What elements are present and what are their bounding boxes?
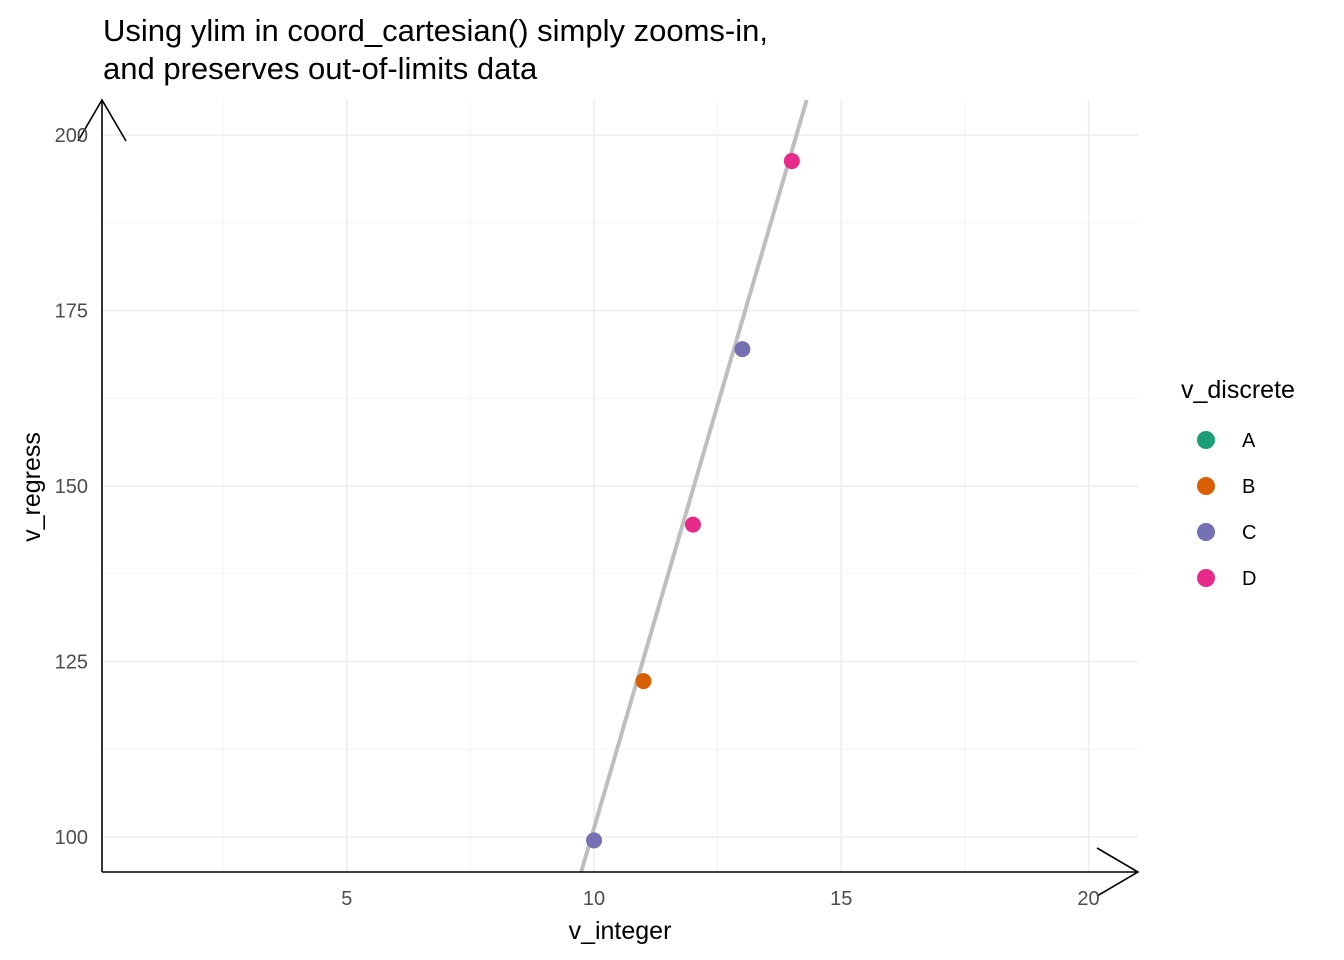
legend: v_discrete A B C D <box>1181 376 1295 590</box>
y-tick-label-150: 150 <box>55 476 88 498</box>
chart-title: Using ylim in coord_cartesian() simply z… <box>103 13 768 86</box>
y-tick-label-100: 100 <box>55 827 88 849</box>
grid <box>102 100 1138 872</box>
y-tick-label-175: 175 <box>55 301 88 323</box>
x-tick-label-15: 15 <box>830 888 852 910</box>
point-0 <box>586 832 603 849</box>
point-2 <box>684 516 701 533</box>
chart-title-line-1: Using ylim in coord_cartesian() simply z… <box>103 13 768 48</box>
y-axis-title: v_regress <box>18 432 46 542</box>
points-layer <box>586 153 800 849</box>
legend-key-C <box>1197 523 1215 541</box>
point-3 <box>734 341 751 358</box>
x-axis-title: v_integer <box>569 917 672 945</box>
x-tick-label-10: 10 <box>583 888 605 910</box>
y-axis-arrowhead <box>77 98 127 142</box>
legend-key-A <box>1197 431 1215 449</box>
legend-label-D: D <box>1242 568 1256 590</box>
legend-title: v_discrete <box>1181 376 1295 404</box>
regression-line-layer <box>579 99 809 873</box>
axes <box>77 98 1140 897</box>
legend-label-C: C <box>1242 522 1256 544</box>
x-tick-label-5: 5 <box>341 888 352 910</box>
legend-label-B: B <box>1242 476 1255 498</box>
x-tick-labels: 5 10 15 20 <box>341 888 1099 910</box>
chart-title-line-2: and preserves out-of-limits data <box>103 51 538 86</box>
y-tick-labels: 100 125 150 175 200 <box>55 125 88 849</box>
x-axis-arrowhead <box>1096 847 1140 897</box>
regression-line <box>579 99 809 873</box>
x-tick-label-20: 20 <box>1077 888 1099 910</box>
y-tick-label-200: 200 <box>55 125 88 147</box>
legend-label-A: A <box>1242 430 1256 452</box>
point-4 <box>783 153 800 170</box>
point-1 <box>635 673 652 690</box>
y-tick-label-125: 125 <box>55 651 88 673</box>
legend-key-B <box>1197 477 1215 495</box>
legend-key-D <box>1197 569 1215 587</box>
